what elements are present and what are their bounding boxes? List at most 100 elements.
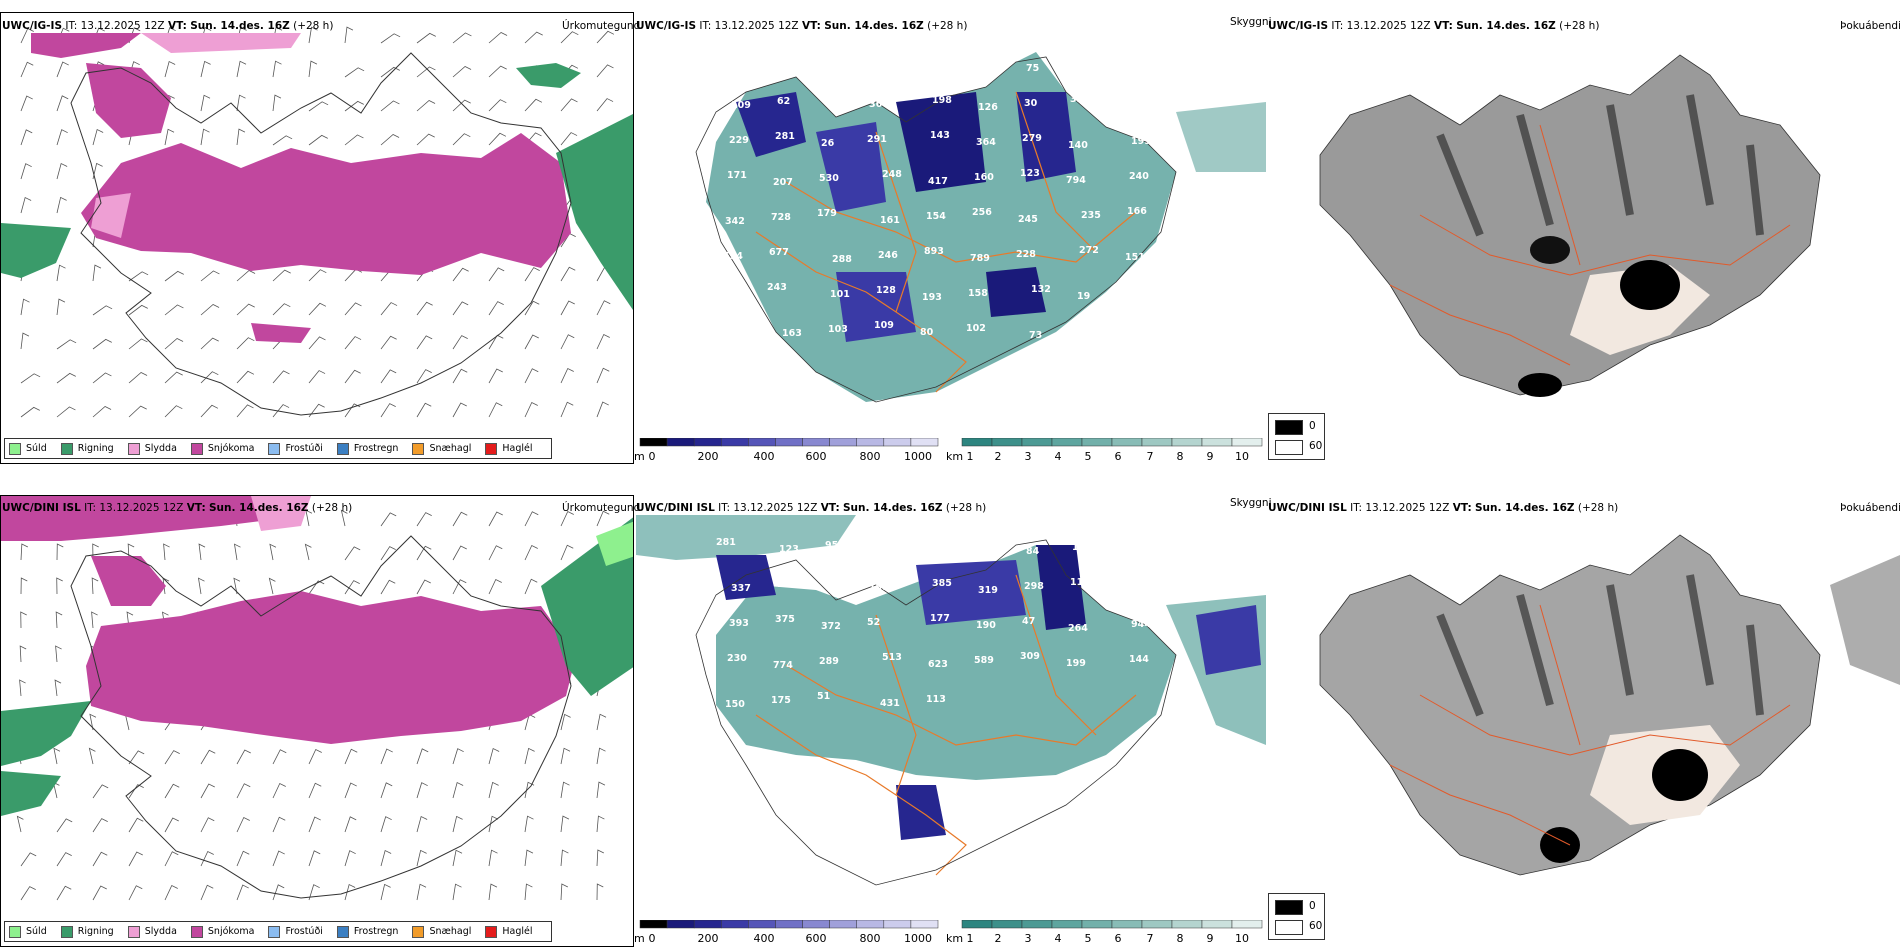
wind-barb — [488, 511, 503, 527]
wind-barb — [164, 750, 180, 765]
ceiling-value-label: 47 — [1022, 616, 1035, 627]
wind-barb — [416, 748, 429, 765]
wind-barb — [452, 99, 471, 112]
precip-legend-row1: Súld Rigning Slydda Snjókoma Frostúði Fr… — [4, 438, 552, 459]
ceiling-colorbar-row2: m 0 200 400 600 800 1000 — [634, 920, 942, 948]
wind-barb — [128, 750, 145, 765]
wind-barb — [197, 577, 205, 595]
wind-barb — [344, 546, 361, 561]
precip-legend-row2: Súld Rigning Slydda Snjókoma Frostúði Fr… — [4, 921, 552, 942]
ceiling-value-label: 794 — [1066, 175, 1086, 186]
ceiling-value-label: 109 — [874, 320, 894, 331]
wind-barb — [344, 268, 363, 282]
fog-roads-row2 — [1389, 604, 1791, 846]
ceiling-value-label: 177 — [930, 613, 950, 624]
ceiling-value-label: 228 — [1016, 249, 1036, 260]
wind-barb — [164, 128, 175, 146]
ceiling-value-label: 106 — [1072, 542, 1092, 553]
ceiling-value-label: 309 — [1020, 651, 1040, 662]
wind-barb — [128, 338, 148, 350]
ceiling-value-label: 19 — [1077, 291, 1090, 302]
wind-barb — [380, 579, 396, 595]
wind-barb — [236, 337, 255, 350]
wind-barb — [452, 335, 468, 350]
colorbar-segment — [856, 438, 885, 447]
wind-barb — [272, 404, 290, 418]
wind-barb — [56, 196, 67, 214]
legend-item-frostudi: Frostúði — [268, 925, 323, 938]
ceiling-value-label: 279 — [1022, 133, 1042, 144]
wind-barb — [56, 372, 76, 384]
legend-item-slydda: Slydda — [127, 442, 177, 455]
ceiling-value-label: 104 — [779, 61, 799, 72]
colorbar-segment — [910, 920, 939, 929]
colorbar-segment — [829, 438, 857, 447]
wind-barb — [344, 782, 357, 799]
ceiling-tick: 200 — [697, 932, 719, 945]
fog-dense-spot-1 — [1620, 260, 1680, 310]
ceiling-value-label: 114 — [871, 547, 891, 558]
wind-barb — [272, 94, 282, 112]
low-ceiling-cluster-6 — [986, 267, 1046, 317]
fog-legend-swatch — [1275, 900, 1303, 915]
ceiling-value-label: 229 — [729, 135, 749, 146]
wind-barb — [92, 851, 108, 867]
ceiling-value-label: 140 — [1068, 140, 1088, 151]
wind-barb — [236, 270, 256, 282]
wind-barb — [56, 339, 77, 350]
wind-barb — [200, 404, 219, 418]
wind-barb — [452, 579, 467, 595]
wind-barb — [344, 26, 354, 44]
ceiling-value-label: 677 — [769, 247, 789, 258]
wind-barb — [560, 747, 571, 765]
low-ceiling-cluster-2 — [816, 122, 886, 212]
wind-barb — [92, 406, 112, 418]
ceiling-value-label: 219 — [1116, 101, 1136, 112]
visibility-tick: 1 — [966, 450, 974, 463]
fog-panel-row1 — [1290, 35, 1900, 415]
ceiling-value-label: 158 — [968, 288, 988, 299]
wind-barb — [596, 747, 606, 765]
wind-barb — [488, 402, 503, 418]
fog-legend-label: 0 — [1309, 900, 1316, 912]
wind-barb — [200, 371, 219, 384]
ceiling-value-label: 513 — [882, 652, 902, 663]
wind-barb — [236, 370, 255, 384]
panel-title-row2: UWC/DINI ISL IT: 13.12.2025 12Z VT: Sun.… — [2, 502, 353, 514]
wind-barb — [308, 269, 327, 282]
wind-barb — [20, 129, 33, 146]
panel-title-fog-row1: UWC/IG-IS IT: 13.12.2025 12Z VT: Sun. 14… — [1268, 20, 1600, 32]
wind-barb — [596, 849, 605, 867]
wind-barb — [304, 543, 312, 561]
wind-barb — [596, 98, 614, 112]
wind-barb — [452, 267, 469, 282]
visibility-tick: 5 — [1084, 932, 1092, 945]
ceiling-tick: 800 — [859, 450, 881, 463]
wind-barb — [344, 134, 364, 146]
coastline — [70, 52, 572, 416]
wind-barb — [272, 303, 291, 316]
wind-barb — [20, 163, 32, 180]
ceiling-map-row1: 300 104 142 111 140 125 75 99 87 109 62 24 36 198 126 3… — [695, 52, 1266, 403]
fog-land-row1 — [1319, 54, 1821, 396]
ceiling-unit-label: m — [634, 932, 645, 945]
wind-barb — [200, 60, 211, 78]
wind-barb — [272, 749, 287, 765]
ceiling-value-label: 30 — [1024, 98, 1038, 109]
wind-barb — [56, 61, 69, 78]
wind-barb — [524, 368, 539, 384]
wind-barb — [596, 883, 604, 901]
rain-area-east — [556, 114, 633, 311]
ceiling-value-label: 36 — [869, 99, 883, 110]
visibility-tick: 1 — [966, 932, 974, 945]
low-ceiling-cluster-3 — [896, 92, 986, 192]
wind-barb — [524, 883, 533, 901]
fog-dense-spot-r2-1 — [1652, 749, 1708, 801]
wind-barb — [488, 267, 505, 282]
wind-barb — [416, 545, 432, 561]
wind-barb — [452, 883, 462, 901]
panel-name-fog-row2: Þokuábendi — [1840, 502, 1900, 514]
coastline-row2 — [70, 535, 572, 899]
low-ceiling-cluster-r2-3 — [1036, 545, 1086, 630]
ceiling-value-label: 144 — [1129, 654, 1149, 665]
